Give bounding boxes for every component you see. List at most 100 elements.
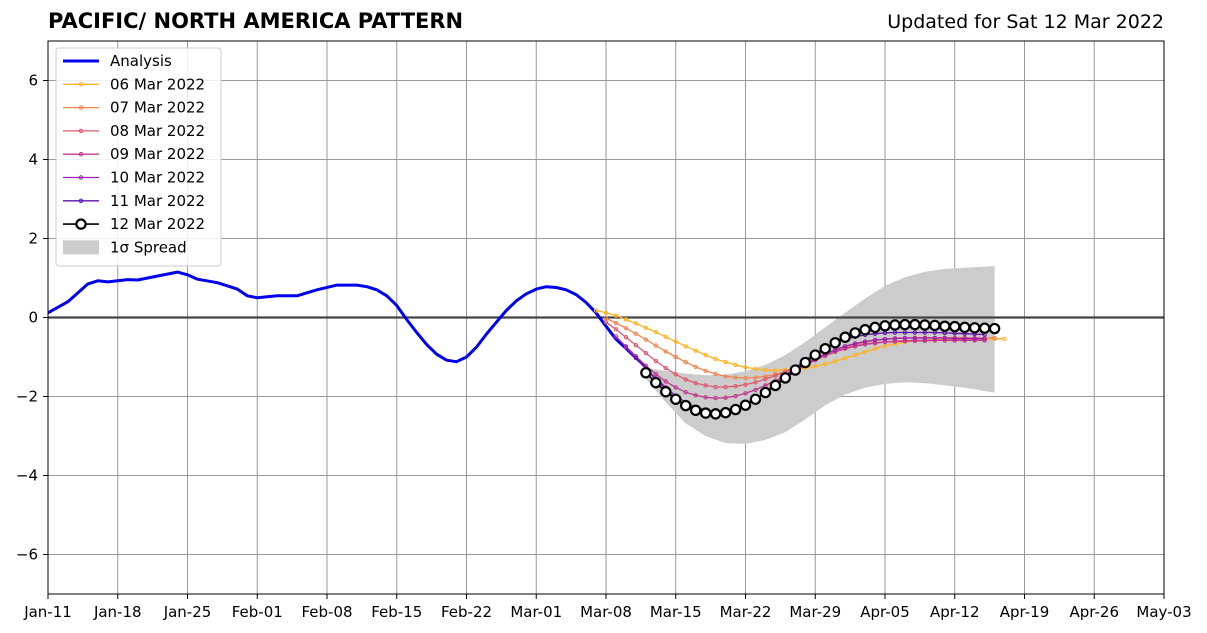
y-tick-label: 2 — [28, 230, 38, 248]
forecast-point — [939, 320, 951, 332]
legend-swatch-marker — [78, 82, 84, 87]
forecast-point — [653, 371, 659, 377]
forecast-point — [739, 399, 752, 411]
y-tick-label: −2 — [16, 388, 38, 406]
x-axis: Jan-11 Jan-18 Jan-25 Feb-01 Feb-08 Feb-15 Feb-… — [23, 594, 1192, 621]
forecast-point — [643, 337, 649, 342]
forecast-point — [633, 331, 639, 336]
forecast-point — [809, 349, 821, 361]
forecast-point — [749, 393, 762, 405]
forecast-point — [670, 393, 682, 405]
forecast-point — [689, 404, 702, 417]
forecast-point — [759, 386, 772, 399]
forecast-point — [942, 335, 947, 341]
forecast-point — [633, 321, 639, 326]
legend-label: 1σ Spread — [110, 238, 187, 256]
forecast-point — [683, 344, 688, 349]
forecast-point — [673, 385, 678, 390]
forecast-point — [603, 320, 609, 325]
forecast-point — [713, 384, 718, 390]
forecast-point — [912, 330, 918, 335]
forecast-point — [733, 375, 738, 380]
forecast-point — [789, 364, 802, 376]
forecast-point — [842, 344, 848, 349]
x-tick-label: Mar-08 — [580, 603, 632, 621]
forecast-point — [959, 321, 971, 334]
forecast-point — [922, 338, 928, 344]
forecast-point — [663, 365, 668, 371]
forecast-point — [713, 395, 718, 401]
forecast-point — [693, 348, 698, 353]
y-tick-label: 6 — [28, 72, 38, 90]
forecast-point — [673, 354, 678, 360]
forecast-point — [723, 384, 728, 390]
forecast-point — [852, 341, 858, 346]
forecast-point — [723, 395, 728, 400]
forecast-point — [603, 310, 609, 315]
x-tick-label: Jan-18 — [93, 603, 142, 621]
forecast-point — [623, 317, 629, 322]
forecast-point — [773, 373, 778, 378]
forecast-point — [892, 336, 898, 341]
x-tick-label: Apr-12 — [930, 603, 980, 621]
forecast-point — [882, 339, 888, 345]
legend-item: 11 Mar 2022 — [63, 192, 205, 210]
forecast-point — [653, 343, 659, 348]
forecast-point — [909, 318, 921, 331]
forecast-point — [623, 344, 629, 350]
forecast-point — [779, 372, 792, 384]
forecast-point — [968, 322, 981, 334]
forecast-point — [919, 319, 931, 331]
chart-title: PACIFIC/ NORTH AMERICA PATTERN — [48, 9, 464, 33]
forecast-point — [650, 376, 662, 389]
forecast-series-12-mar-2022 — [640, 318, 1001, 420]
forecast-point — [643, 350, 649, 356]
forecast-point — [879, 320, 891, 332]
legend-label: 08 Mar 2022 — [110, 122, 205, 140]
forecast-point — [693, 380, 698, 386]
x-tick-label: Jan-25 — [163, 603, 212, 621]
legend-label: 11 Mar 2022 — [110, 192, 205, 210]
forecast-point — [922, 330, 928, 335]
forecast-point — [882, 337, 888, 342]
forecast-point — [862, 339, 868, 344]
forecast-point — [869, 321, 881, 334]
forecast-point — [723, 359, 728, 365]
forecast-point — [733, 362, 738, 368]
forecast-point — [902, 330, 908, 335]
legend: Analysis 06 Mar 2022 07 Mar 2022 08 Mar 202… — [55, 47, 222, 267]
forecast-point — [663, 349, 668, 354]
forecast-point — [763, 376, 768, 382]
forecast-point — [773, 368, 778, 373]
forecast-point — [929, 319, 941, 332]
x-tick-label: Feb-08 — [301, 603, 352, 621]
legend-item: 12 Mar 2022 — [63, 215, 205, 233]
forecast-point — [872, 337, 878, 343]
forecast-point — [723, 374, 728, 379]
x-tick-label: Apr-26 — [1070, 603, 1120, 621]
forecast-point — [699, 407, 712, 419]
forecast-point — [892, 341, 898, 347]
y-tick-label: −6 — [16, 546, 38, 564]
forecast-point — [799, 356, 811, 369]
forecast-point — [719, 406, 732, 419]
forecast-point — [673, 339, 678, 344]
forecast-point — [872, 346, 878, 351]
forecast-point — [693, 364, 698, 370]
forecast-point — [653, 329, 659, 335]
forecast-point — [663, 379, 668, 384]
forecast-point — [633, 342, 639, 348]
forecast-point — [703, 352, 708, 358]
forecast-point — [842, 346, 848, 351]
forecast-point — [753, 366, 758, 372]
forecast-point — [912, 338, 918, 344]
y-tick-label: 0 — [28, 309, 38, 327]
legend-item: 09 Mar 2022 — [63, 145, 205, 163]
forecast-point — [703, 368, 708, 374]
legend-swatch-marker — [78, 128, 84, 134]
forecast-point — [653, 358, 659, 364]
forecast-point — [823, 361, 828, 367]
legend-swatch-marker — [78, 175, 84, 180]
forecast-point — [842, 355, 848, 361]
forecast-point — [623, 325, 629, 331]
